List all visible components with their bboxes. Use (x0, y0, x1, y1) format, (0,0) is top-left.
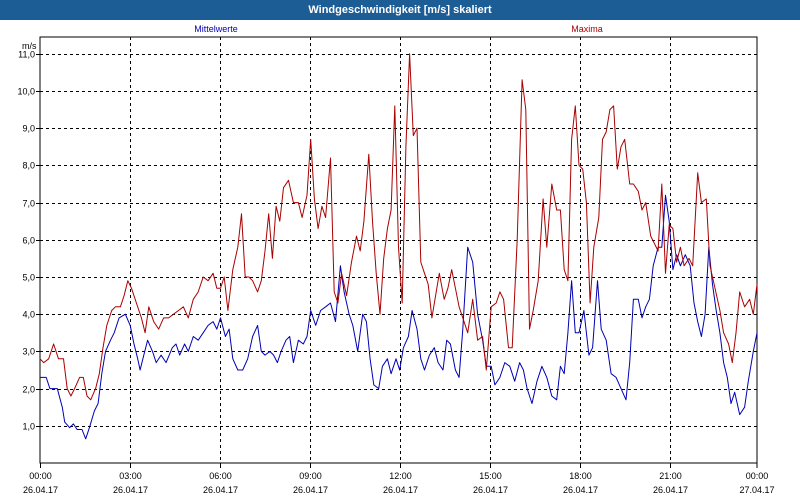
x-tick-time: 00:00 (746, 471, 769, 481)
wind-speed-chart: 1,0 2,0 3,0 4,0 5,0 6,0 7,0 8,0 9,0 10,0 11,0m/s 0… (17, 24, 775, 495)
y-axis-unit: m/s (22, 41, 37, 51)
x-tick-date: 26.04.17 (653, 485, 688, 495)
y-tick-label: 7,0 (22, 199, 35, 209)
y-tick-label: 1,0 (22, 422, 35, 432)
x-tick-time: 12:00 (389, 471, 412, 481)
x-tick-date: 26.04.17 (23, 485, 58, 495)
x-tick-time: 21:00 (659, 471, 682, 481)
y-tick-label: 5,0 (22, 273, 35, 283)
y-axis: 1,0 2,0 3,0 4,0 5,0 6,0 7,0 8,0 9,0 10,0 11,0m/s (17, 41, 40, 432)
y-tick-label: 8,0 (22, 161, 35, 171)
x-tick-time: 15:00 (479, 471, 502, 481)
legend: Mittelwerte Maxima (194, 24, 603, 34)
x-tick-date: 26.04.17 (383, 485, 418, 495)
x-tick-date: 26.04.17 (113, 485, 148, 495)
series-line-maxima (39, 53, 758, 401)
x-tick-date: 26.04.17 (293, 485, 328, 495)
grid-lines (40, 37, 757, 463)
x-tick-date: 26.04.17 (203, 485, 238, 495)
x-tick-time: 03:00 (119, 471, 142, 481)
series-line-mittelwerte (40, 194, 758, 440)
x-axis: 00:00 26.04.17 03:00 26.04.17 06:00 26.04.17 0… (23, 463, 775, 495)
y-tick-label: 6,0 (22, 236, 35, 246)
x-tick-time: 18:00 (569, 471, 592, 481)
series-lines (39, 53, 758, 440)
legend-maxima: Maxima (571, 24, 603, 34)
x-tick-time: 06:00 (209, 471, 232, 481)
legend-mittelwerte: Mittelwerte (194, 24, 238, 34)
x-tick-time: 09:00 (299, 471, 322, 481)
x-tick-date: 27.04.17 (739, 485, 774, 495)
x-tick-date: 26.04.17 (563, 485, 598, 495)
y-tick-label: 2,0 (22, 385, 35, 395)
y-tick-label: 10,0 (17, 87, 35, 97)
x-tick-date: 26.04.17 (473, 485, 508, 495)
y-tick-label: 9,0 (22, 124, 35, 134)
y-tick-label: 4,0 (22, 310, 35, 320)
y-tick-label: 11,0 (18, 50, 35, 60)
chart-title: Windgeschwindigkeit [m/s] skaliert (0, 0, 800, 20)
x-tick-time: 00:00 (29, 471, 52, 481)
y-tick-label: 3,0 (22, 347, 35, 357)
